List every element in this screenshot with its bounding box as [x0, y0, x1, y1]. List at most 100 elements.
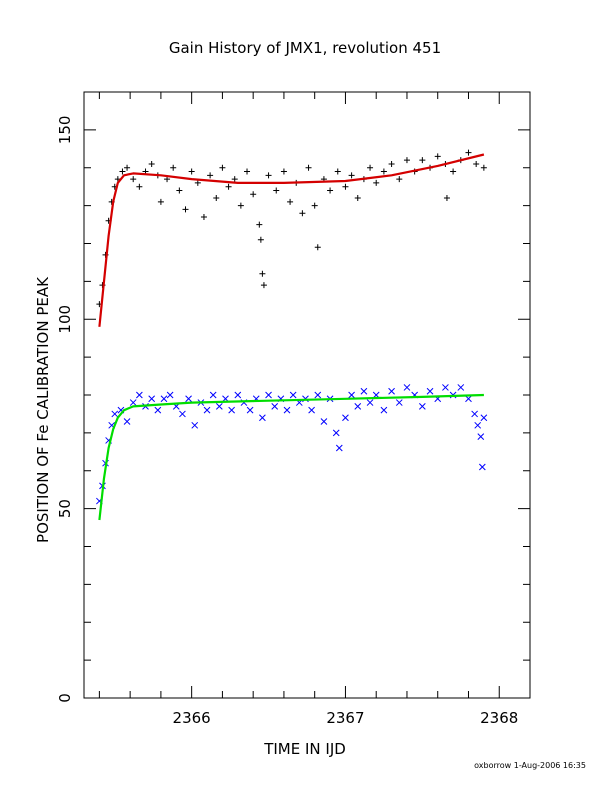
data-point	[256, 221, 263, 228]
data-point	[207, 172, 214, 179]
data-point	[200, 213, 207, 220]
data-point	[130, 176, 137, 183]
data-point	[213, 195, 220, 202]
data-point	[289, 391, 297, 399]
data-point	[148, 395, 156, 403]
data-point	[225, 183, 232, 190]
data-point	[260, 282, 267, 289]
x-axis-label: TIME IN IJD	[263, 740, 346, 758]
data-point	[388, 160, 395, 167]
data-point	[327, 187, 334, 194]
data-point	[342, 183, 349, 190]
y-tick-label: 150	[56, 116, 74, 145]
series-layer	[96, 149, 488, 505]
data-point	[442, 384, 449, 391]
data-point	[194, 179, 201, 186]
data-point	[418, 403, 426, 410]
data-point	[231, 176, 238, 183]
data-point	[228, 406, 235, 414]
data-point	[265, 172, 272, 179]
data-point	[457, 384, 465, 391]
data-point	[273, 187, 280, 194]
data-point	[234, 391, 242, 399]
data-point	[182, 206, 189, 213]
series-0	[96, 149, 487, 308]
data-point	[403, 157, 410, 164]
data-point	[465, 149, 472, 156]
data-point	[477, 433, 485, 441]
data-point	[246, 406, 254, 414]
data-point	[209, 391, 217, 399]
data-point	[354, 403, 362, 410]
data-point	[257, 236, 264, 243]
data-point	[237, 202, 244, 209]
data-point	[380, 168, 387, 175]
data-point	[305, 164, 312, 171]
data-point	[348, 172, 355, 179]
data-point	[373, 179, 380, 186]
data-point	[215, 403, 223, 410]
data-point	[426, 387, 434, 395]
fit-line-1	[98, 393, 484, 521]
data-point	[480, 164, 487, 171]
chart-title: Gain History of JMX1, revolution 451	[169, 39, 441, 57]
data-point	[280, 168, 287, 175]
y-tick-label: 100	[56, 305, 74, 334]
data-point	[136, 183, 143, 190]
fit-line-0	[98, 153, 485, 327]
data-point	[176, 187, 183, 194]
data-point	[348, 391, 355, 399]
data-point	[123, 418, 131, 425]
data-point	[342, 414, 349, 422]
x-tick-label: 2366	[173, 709, 211, 727]
data-point	[396, 176, 403, 183]
data-point	[148, 160, 155, 167]
data-point	[366, 399, 374, 406]
data-point	[480, 414, 488, 422]
x-axis: 2366 2367 2368	[98, 92, 531, 727]
data-point	[188, 168, 195, 175]
credit-label: oxborrow 1-Aug-2006 16:35	[474, 761, 586, 770]
data-point	[478, 463, 486, 471]
data-point	[191, 421, 199, 429]
data-point	[335, 444, 343, 452]
y-axis: 0 50 100 150	[56, 91, 530, 703]
data-point	[111, 410, 119, 418]
data-point	[179, 410, 186, 418]
data-point	[157, 198, 164, 205]
y-axis-label: POSITION OF Fe CALIBRATION PEAK	[34, 276, 52, 543]
data-point	[244, 168, 251, 175]
data-point	[185, 395, 192, 403]
data-point	[124, 164, 131, 171]
data-point	[166, 391, 174, 399]
fit-line-layer	[98, 153, 485, 521]
data-point	[471, 410, 478, 418]
data-point	[203, 406, 211, 414]
data-point	[265, 391, 272, 399]
data-point	[136, 391, 143, 399]
data-point	[419, 157, 426, 164]
data-point	[170, 164, 177, 171]
data-point	[388, 387, 395, 395]
data-point	[474, 421, 482, 429]
data-point	[450, 168, 457, 175]
data-point	[332, 429, 340, 437]
data-point	[283, 406, 291, 414]
data-point	[250, 191, 257, 198]
data-point	[271, 403, 279, 410]
data-point	[314, 244, 321, 251]
data-point	[473, 160, 480, 167]
data-point	[354, 195, 361, 202]
x-tick-label: 2368	[480, 709, 518, 727]
data-point	[434, 153, 441, 160]
data-point	[259, 270, 266, 277]
data-point	[395, 399, 403, 406]
data-point	[154, 406, 162, 414]
data-point	[219, 164, 226, 171]
data-point	[367, 164, 374, 171]
x-tick-label: 2367	[326, 709, 364, 727]
data-point	[311, 202, 318, 209]
data-point	[160, 395, 168, 403]
data-point	[299, 210, 306, 217]
